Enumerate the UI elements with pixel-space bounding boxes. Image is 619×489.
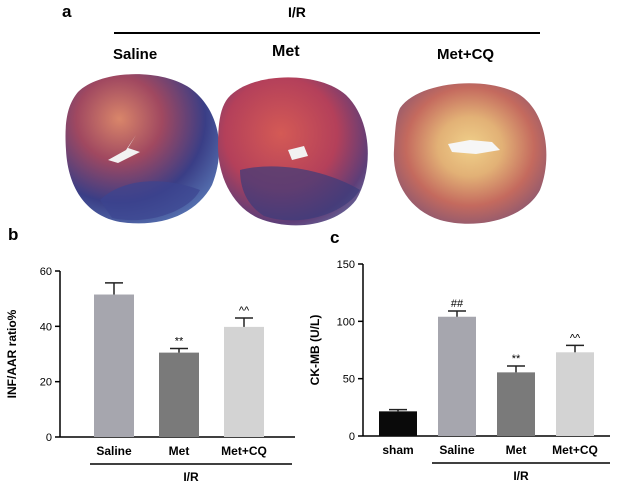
chart-b-bar [94, 294, 134, 437]
chart-b-y-tick-label: 20 [40, 377, 52, 389]
chart-c-y-axis-label: CK-MB (U/L) [308, 315, 322, 386]
chart-c-group-label: I/R [513, 469, 529, 483]
chart-b-y-tick-label: 0 [46, 432, 52, 444]
chart-b-y-tick-label: 60 [40, 266, 52, 278]
chart-b-group-label: I/R [183, 470, 199, 484]
chart-b-category-label: Met [169, 444, 190, 458]
chart-c-bar [438, 316, 476, 436]
chart-b-significance-label: ^^ [239, 305, 250, 317]
heart-label-met: Met [272, 43, 300, 60]
chart-c-bar [497, 372, 535, 436]
chart-b: b 0 20 40 60 INF/AAR ratio% Saline ** Met ^^ Met+C… [5, 225, 295, 484]
chart-c-y-tick-label: 150 [337, 259, 355, 271]
panel-a-ir-line [114, 32, 540, 34]
chart-c-bar [556, 352, 594, 436]
chart-c-category-label: Met+CQ [552, 443, 598, 457]
heart-image-met-cq [393, 83, 547, 224]
chart-b-bar [224, 326, 264, 437]
chart-c-category-label: Met [506, 443, 527, 457]
chart-c-y-tick-label: 100 [337, 316, 355, 328]
heart-label-saline: Saline [113, 46, 158, 63]
chart-c-category-label: sham [382, 443, 413, 457]
chart-c-y-tick-label: 0 [349, 431, 355, 443]
chart-b-y-tick-label: 40 [40, 321, 52, 333]
chart-c-y-tick-label: 50 [343, 374, 355, 386]
panel-a-ir-label: I/R [288, 4, 306, 20]
chart-b-y-axis-label: INF/AAR ratio% [5, 309, 19, 398]
chart-c-panel-letter: c [330, 228, 339, 247]
chart-b-category-label: Met+CQ [221, 444, 267, 458]
heart-label-met-cq: Met+CQ [437, 46, 495, 63]
chart-c: c 0 50 100 150 CK-MB (U/L) sham ## Saline ** Met ^^… [308, 228, 610, 483]
chart-c-significance-label: ## [451, 298, 464, 310]
chart-b-bar [159, 352, 199, 437]
panel-a-letter: a [62, 2, 72, 21]
heart-image-saline [65, 74, 220, 224]
chart-c-bar [379, 411, 417, 436]
chart-b-significance-label: ** [175, 335, 184, 347]
chart-b-panel-letter: b [8, 225, 18, 244]
chart-c-category-label: Saline [439, 443, 475, 457]
chart-c-significance-label: ^^ [570, 332, 581, 344]
chart-b-category-label: Saline [96, 444, 132, 458]
chart-c-significance-label: ** [512, 353, 521, 365]
heart-image-met [218, 77, 368, 226]
